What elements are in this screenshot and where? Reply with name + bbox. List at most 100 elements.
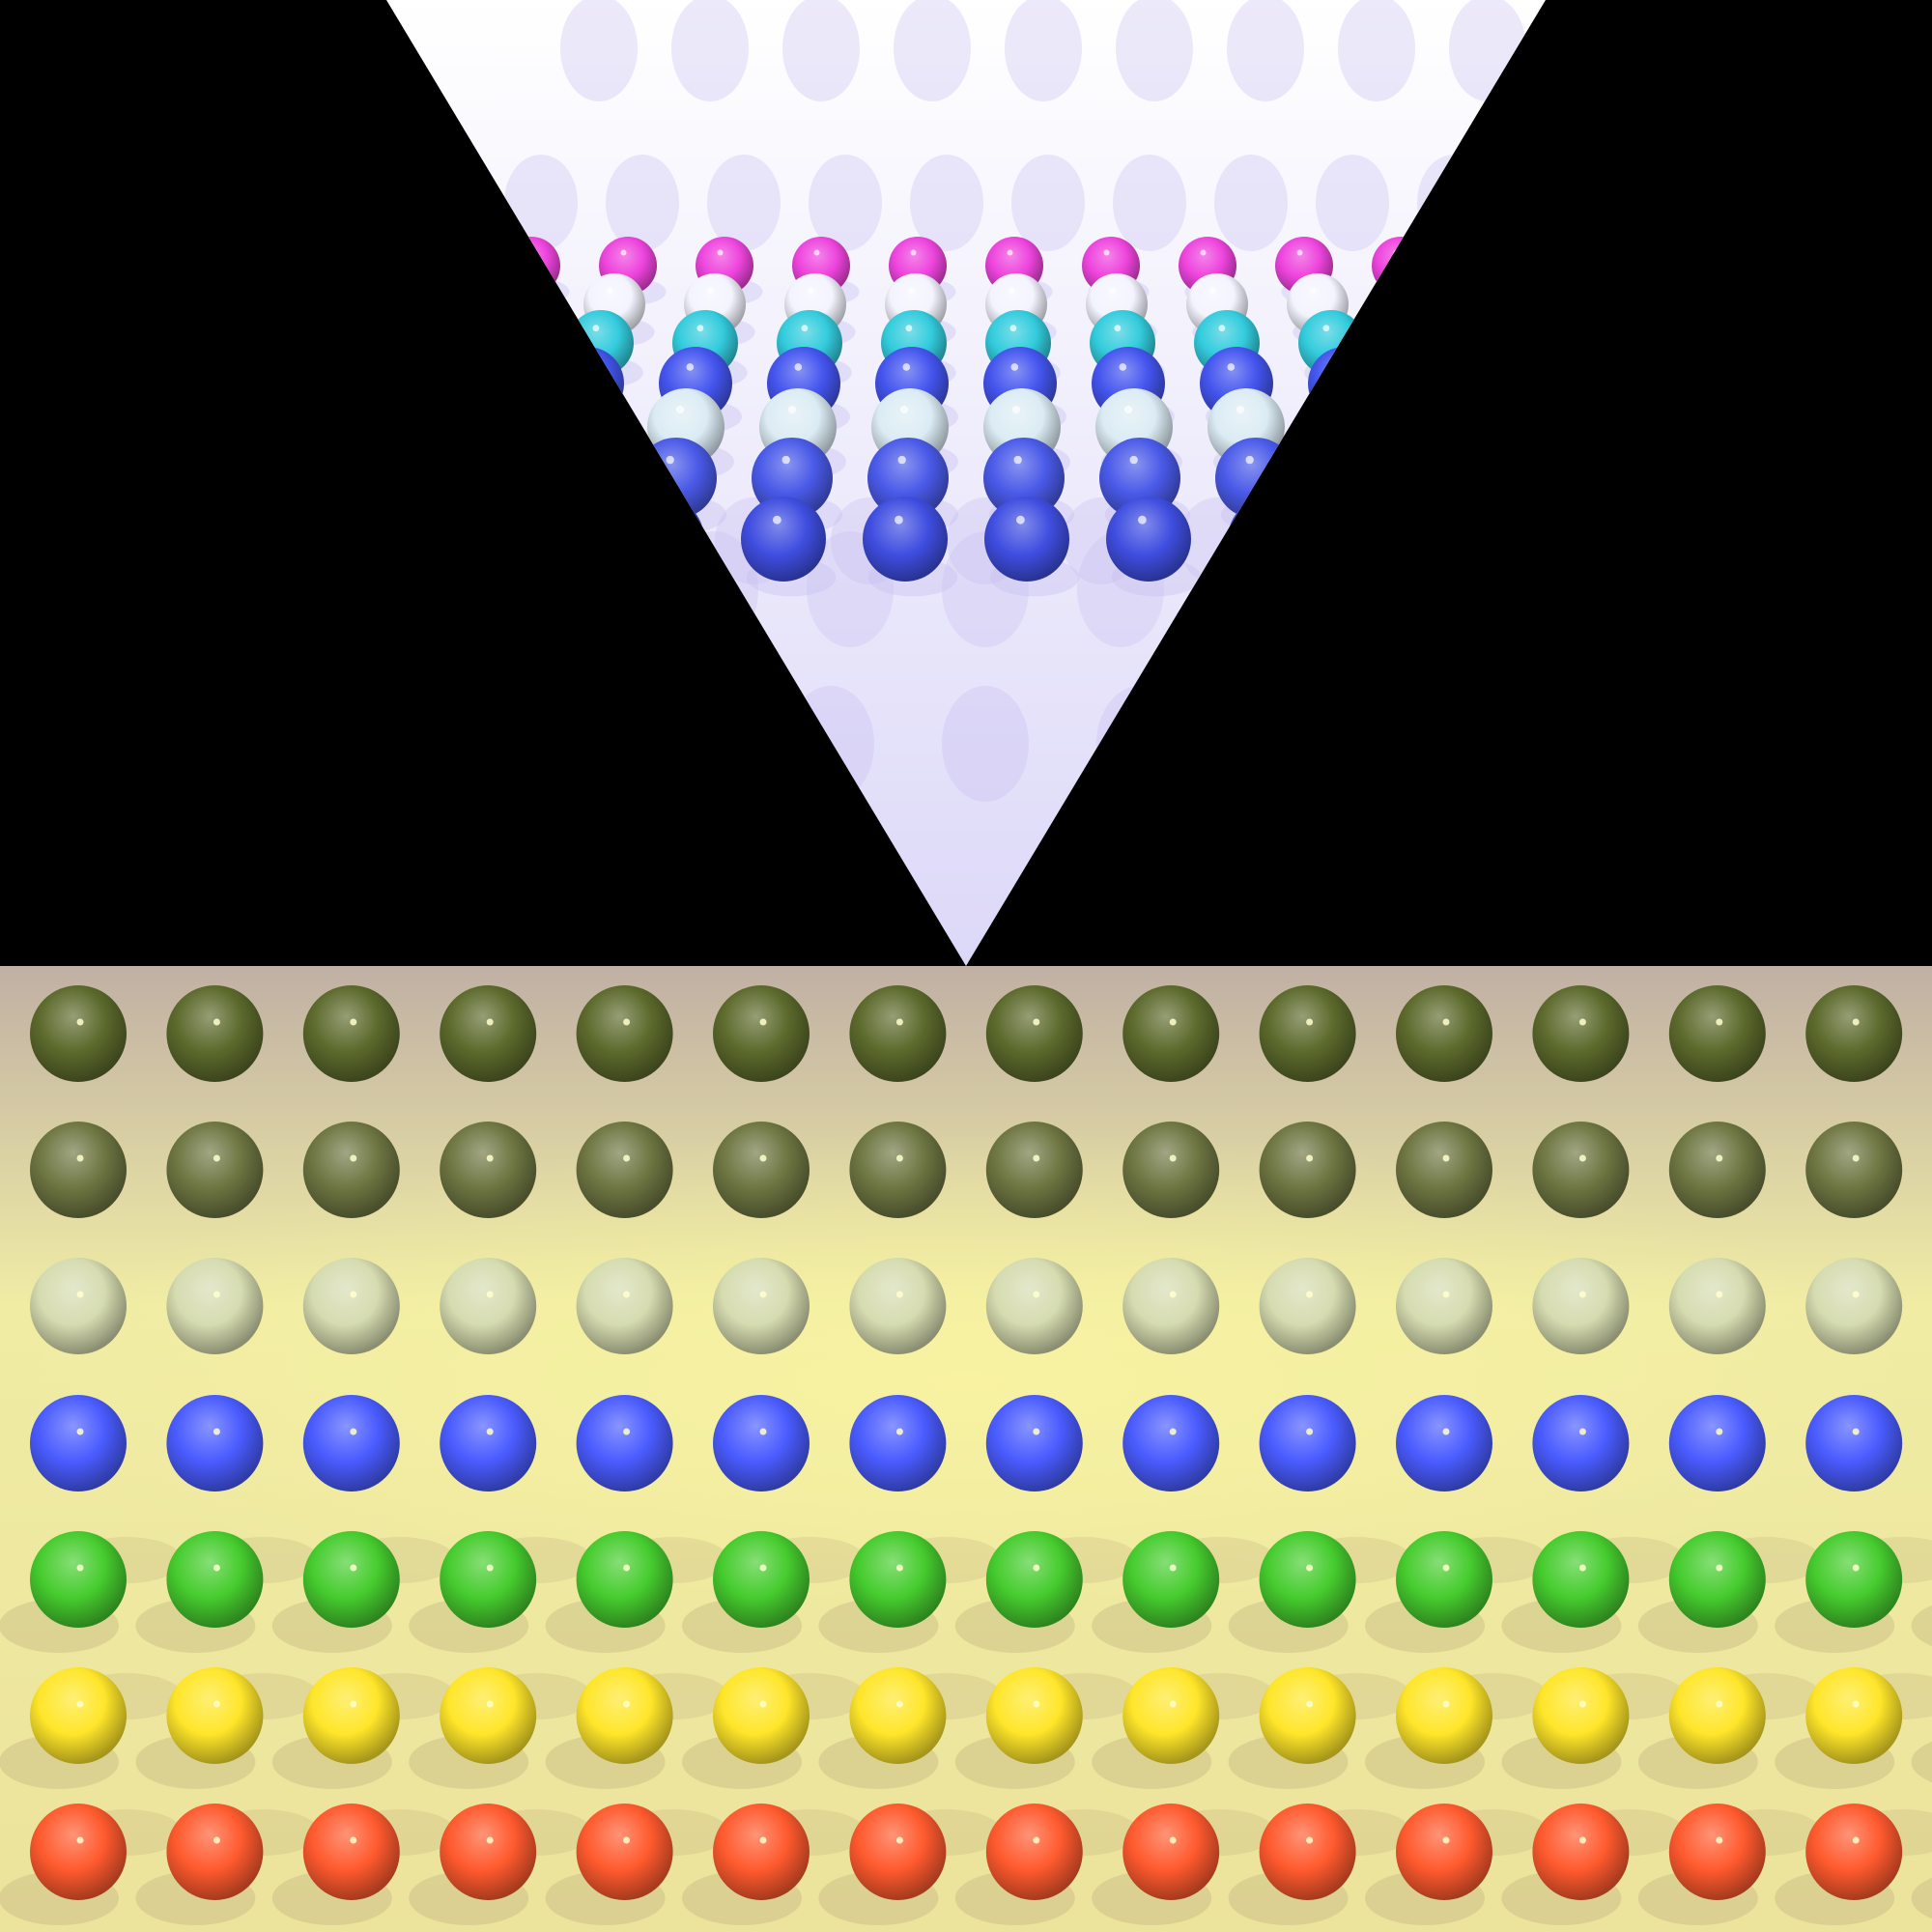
ball-highlight <box>350 1836 357 1844</box>
blue-row <box>30 1395 1903 1492</box>
ball-shadow <box>1011 155 1085 251</box>
green-row-ball <box>576 1531 673 1628</box>
cream-row-ball <box>985 1258 1083 1354</box>
ball-highlight <box>486 1291 494 1298</box>
green-row-ball <box>1396 1531 1492 1628</box>
olive-row-ball <box>985 1122 1083 1218</box>
ball-highlight <box>76 1836 84 1844</box>
ball-shadow <box>1911 1605 1932 1647</box>
cream-row-ball <box>713 1258 810 1354</box>
ball-highlight <box>486 1700 494 1708</box>
ball-highlight <box>1124 406 1132 413</box>
ball-highlight <box>1852 1154 1860 1162</box>
ball-highlight <box>1109 287 1116 294</box>
yellow-row-ball <box>1122 1667 1220 1764</box>
ball-highlight <box>717 249 724 256</box>
olive-dark-row-ball <box>1805 985 1903 1082</box>
blue-row-2-ball <box>867 438 949 519</box>
green-row-ball <box>1259 1531 1356 1628</box>
ball-highlight <box>1578 1154 1586 1162</box>
ball-highlight <box>620 249 627 256</box>
ball-highlight <box>1306 1018 1314 1026</box>
cream-row-ball <box>1668 1258 1766 1354</box>
olive-dark-row-ball <box>849 985 947 1082</box>
ball-shadow <box>1316 155 1389 251</box>
ball-highlight <box>1169 1564 1177 1572</box>
ball-highlight <box>905 325 913 332</box>
ball-highlight <box>1306 1154 1314 1162</box>
lower-floor-panel <box>0 966 1932 1932</box>
orange-row-ball <box>1668 1804 1766 1900</box>
ball-highlight <box>213 1154 220 1162</box>
ball-highlight <box>1442 1154 1450 1162</box>
ball-highlight <box>788 406 796 413</box>
yellow-row-ball <box>166 1667 264 1764</box>
blue-row-ball <box>576 1395 673 1492</box>
ball-highlight <box>1716 1291 1723 1298</box>
ball-highlight <box>1716 1428 1723 1435</box>
cream-row-ball <box>1396 1258 1492 1354</box>
yellow-row-ball <box>576 1667 673 1764</box>
ball-highlight <box>486 1428 494 1435</box>
green-row-ball <box>713 1531 810 1628</box>
ball-shadow <box>671 0 749 101</box>
ball-highlight <box>895 1428 903 1435</box>
ball-highlight <box>1016 515 1025 525</box>
ball-highlight <box>1322 325 1330 332</box>
orange-row-ball <box>576 1804 673 1900</box>
blue-row-3-ball <box>863 497 948 582</box>
ball-highlight <box>794 363 803 371</box>
ball-highlight <box>1169 1291 1177 1298</box>
ball-highlight <box>1033 1154 1040 1162</box>
olive-dark-row-ball <box>440 985 537 1082</box>
ball-shadow <box>560 0 638 101</box>
ball-shadow <box>942 686 1029 802</box>
olive-row <box>30 1122 1903 1218</box>
olive-row-ball <box>1668 1122 1766 1218</box>
ball-shadow <box>1911 1741 1932 1783</box>
ball-highlight <box>213 1428 220 1435</box>
ball-highlight <box>676 406 684 413</box>
ball-highlight <box>623 1428 631 1435</box>
ball-highlight <box>486 1018 494 1026</box>
ball-shadow <box>1005 0 1082 101</box>
ball-highlight <box>1033 1836 1040 1844</box>
ball-highlight <box>1578 1564 1586 1572</box>
cream-row-ball <box>30 1258 127 1354</box>
ball-highlight <box>1007 249 1013 256</box>
ball-highlight <box>486 1154 494 1162</box>
ball-highlight <box>1218 325 1226 332</box>
orange-row-ball <box>166 1804 264 1900</box>
ball-highlight <box>1169 1836 1177 1844</box>
ball-highlight <box>1716 1018 1723 1026</box>
ball-highlight <box>1009 325 1017 332</box>
orange-row-ball <box>440 1804 537 1900</box>
ball-highlight <box>895 515 903 525</box>
ball-highlight <box>1852 1291 1860 1298</box>
ball-shadow <box>1214 155 1288 251</box>
ball-highlight <box>910 249 917 256</box>
olive-dark-row-ball <box>713 985 810 1082</box>
olive-row-ball <box>1532 1122 1630 1218</box>
ball-highlight <box>623 1564 631 1572</box>
blue-row-ball <box>849 1395 947 1492</box>
blue-row-ball <box>30 1395 127 1492</box>
ball-highlight <box>759 1291 767 1298</box>
ball-highlight <box>813 249 820 256</box>
ball-shadow <box>1227 0 1304 101</box>
olive-dark-row-ball <box>1122 985 1220 1082</box>
ball-highlight <box>1442 1564 1450 1572</box>
blue-row-ball <box>1122 1395 1220 1492</box>
yellow-row-ball <box>1532 1667 1630 1764</box>
orange-row-ball <box>1122 1804 1220 1900</box>
ball-highlight <box>1033 1291 1040 1298</box>
olive-row-ball <box>1259 1122 1356 1218</box>
ball-highlight <box>1442 1700 1450 1708</box>
ball-highlight <box>1119 363 1127 371</box>
ball-highlight <box>213 1564 220 1572</box>
orange-row <box>30 1804 1903 1900</box>
ball-highlight <box>76 1018 84 1026</box>
cream-row-ball <box>1122 1258 1220 1354</box>
green-row-ball <box>440 1531 537 1628</box>
cream-row-ball <box>849 1258 947 1354</box>
